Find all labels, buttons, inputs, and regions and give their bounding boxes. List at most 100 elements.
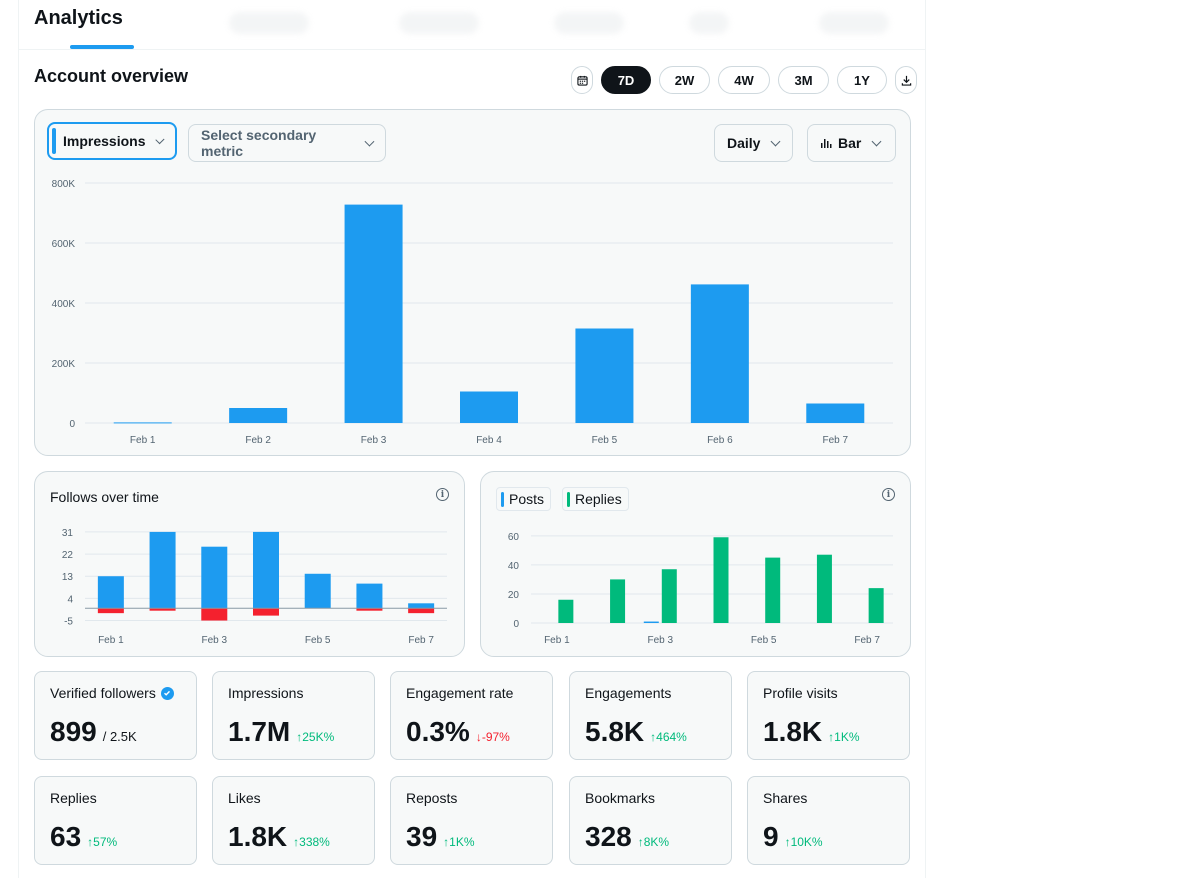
stat-label: Profile visits [763, 685, 838, 701]
download-button[interactable] [895, 66, 917, 94]
primary-metric-label: Impressions [63, 133, 146, 149]
stat-value-row: 39 ↑1K% [406, 821, 475, 853]
calendar-button[interactable] [571, 66, 593, 94]
calendar-icon [576, 75, 588, 86]
y-tick-label: 0 [513, 619, 519, 630]
stat-card-shares[interactable]: Shares 9 ↑10K% [747, 776, 910, 865]
stat-label-text: Engagements [585, 685, 672, 701]
tab-blurred-3[interactable] [554, 12, 624, 34]
interval-label: Daily [727, 135, 761, 151]
active-tab-indicator [70, 45, 134, 49]
impressions-bar [460, 391, 518, 423]
chart-type-label: Bar [838, 135, 862, 151]
replies-bar [816, 554, 832, 623]
impressions-bar-chart: 0 200K 400K 600K 800K Feb 1 Feb 2 Feb 3 Feb 4 Feb… [52, 179, 893, 446]
chart-type-dropdown[interactable]: Bar [807, 124, 896, 162]
stat-value-row: 9 ↑10K% [763, 821, 823, 853]
range-2w-button[interactable]: 2W [659, 66, 710, 94]
analytics-column: Analytics Account overview 7D 2W 4W 3M 1… [18, 0, 926, 878]
info-icon[interactable]: i [882, 488, 895, 501]
primary-metric-dropdown[interactable]: Impressions [47, 122, 177, 160]
x-tick-label: Feb 1 [130, 435, 156, 446]
range-selector: 7D 2W 4W 3M 1Y [571, 66, 917, 94]
x-tick-label: Feb 2 [245, 435, 271, 446]
stat-card-verified-followers[interactable]: Verified followers 899 / 2.5K [34, 671, 197, 760]
stat-delta: ↑338% [293, 835, 330, 849]
stat-value: 899 [50, 716, 97, 747]
follows-bar [408, 603, 435, 609]
tab-blurred-1[interactable] [229, 12, 309, 34]
stat-card-engagement-rate[interactable]: Engagement rate 0.3% ↓-97% [390, 671, 553, 760]
impressions-bar [806, 403, 865, 423]
stat-label-text: Impressions [228, 685, 304, 701]
y-tick-label: 22 [62, 550, 74, 561]
legend-replies[interactable]: Replies [562, 487, 629, 511]
stat-value-row: 1.8K ↑1K% [763, 716, 860, 748]
impressions-bar [229, 408, 288, 423]
stat-card-bookmarks[interactable]: Bookmarks 328 ↑8K% [569, 776, 732, 865]
x-tick-label: Feb 3 [201, 635, 227, 646]
interval-dropdown[interactable]: Daily [714, 124, 793, 162]
legend-posts-label: Posts [509, 491, 545, 507]
stat-card-reposts[interactable]: Reposts 39 ↑1K% [390, 776, 553, 865]
stat-value-row: 5.8K ↑464% [585, 716, 687, 748]
posts-bar [643, 621, 659, 623]
range-7d-button[interactable]: 7D [601, 66, 651, 94]
x-tick-label: Feb 7 [822, 435, 848, 446]
range-1y-button[interactable]: 1Y [837, 66, 887, 94]
tab-blurred-4[interactable] [689, 12, 729, 34]
stat-value-row: 0.3% ↓-97% [406, 716, 510, 748]
y-tick-label: 60 [508, 532, 520, 543]
stat-card-replies[interactable]: Replies 63 ↑57% [34, 776, 197, 865]
stat-label-text: Shares [763, 790, 808, 806]
info-icon[interactable]: i [436, 488, 449, 501]
tab-blurred-2[interactable] [399, 12, 479, 34]
verified-badge-icon [160, 686, 174, 700]
replies-bar [558, 599, 574, 623]
stat-card-engagements[interactable]: Engagements 5.8K ↑464% [569, 671, 732, 760]
analytics-header: Analytics [19, 0, 925, 50]
account-overview-title: Account overview [34, 66, 189, 86]
stat-value-row: 1.7M ↑25K% [228, 716, 334, 748]
stat-delta: ↑8K% [637, 835, 670, 849]
y-tick-label: 4 [67, 594, 73, 605]
follows-bar [253, 531, 279, 609]
range-4w-button[interactable]: 4W [718, 66, 770, 94]
tab-blurred-5[interactable] [819, 12, 889, 34]
secondary-metric-dropdown[interactable]: Select secondary metric [188, 124, 386, 162]
stat-card-likes[interactable]: Likes 1.8K ↑338% [212, 776, 375, 865]
unfollows-bar [97, 608, 124, 614]
unfollows-bar [201, 608, 228, 621]
x-tick-label: Feb 1 [98, 635, 124, 646]
stat-delta: ↑1K% [828, 730, 860, 744]
legend-posts[interactable]: Posts [496, 487, 552, 511]
stat-sub-value: / 2.5K [102, 729, 137, 744]
secondary-metric-placeholder: Select secondary metric [201, 127, 317, 159]
follows-bar [149, 531, 176, 609]
replies-bar [713, 537, 729, 623]
stat-label-text: Likes [228, 790, 261, 806]
stat-value: 1.8K [763, 716, 823, 747]
stat-label: Replies [50, 790, 97, 806]
stat-label-text: Profile visits [763, 685, 838, 701]
x-tick-label: Feb 1 [544, 635, 570, 646]
stat-label: Engagements [585, 685, 671, 701]
unfollows-bar [356, 608, 383, 611]
stat-label-text: Engagement rate [406, 685, 514, 701]
stat-card-impressions[interactable]: Impressions 1.7M ↑25K% [212, 671, 375, 760]
range-3m-button[interactable]: 3M [778, 66, 829, 94]
y-tick-label: 13 [62, 572, 74, 583]
follows-bar [201, 546, 228, 609]
posts-replies-bar-chart: 0 20 40 60 Feb 1 Feb 3 Feb 5 Feb 7 [508, 532, 893, 646]
stat-value: 9 [763, 821, 779, 852]
stat-label: Engagement rate [406, 685, 513, 701]
y-tick-label: 400K [52, 299, 76, 310]
stat-card-profile-visits[interactable]: Profile visits 1.8K ↑1K% [747, 671, 910, 760]
stat-label: Likes [228, 790, 261, 806]
replies-bar [661, 569, 677, 623]
replies-bar [868, 588, 884, 623]
bar-chart-icon [821, 139, 832, 148]
x-tick-label: Feb 7 [408, 635, 434, 646]
stat-label-text: Reposts [406, 790, 458, 806]
x-tick-label: Feb 7 [854, 635, 880, 646]
